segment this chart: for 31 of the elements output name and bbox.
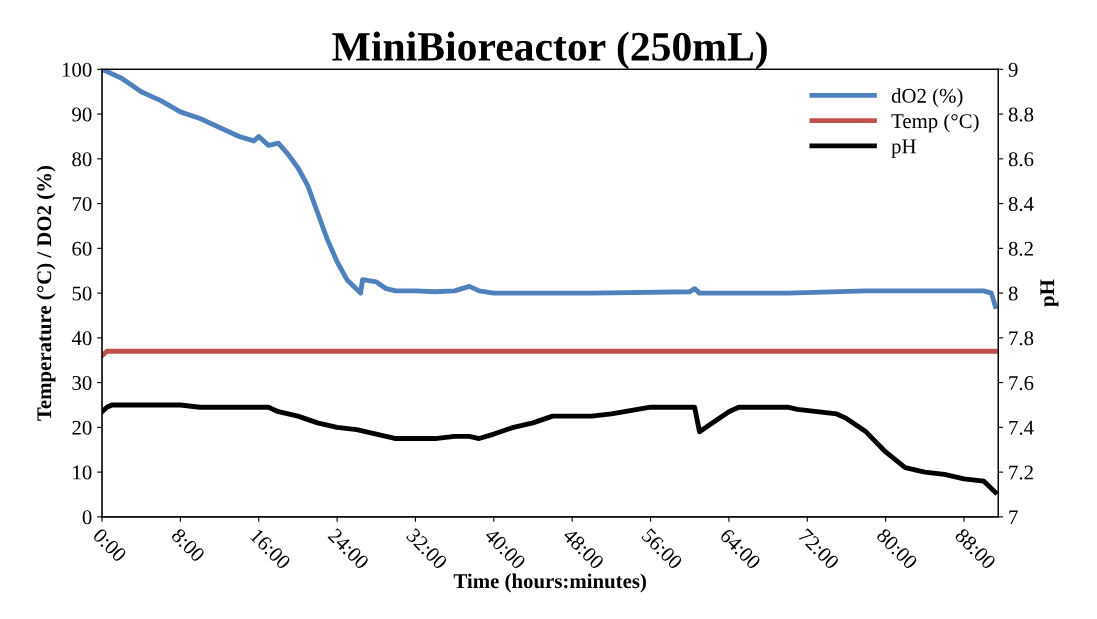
- y-tick-label: 30: [72, 375, 92, 391]
- y-tick-label: 40: [71, 331, 92, 346]
- y2-tick-label: 8.2: [1008, 241, 1033, 256]
- y2-tick-label: 7: [1009, 510, 1018, 525]
- y-tick-label: 100: [62, 62, 92, 77]
- legend-label: pH: [891, 139, 916, 158]
- x-axis-title: Time (hours:minutes): [453, 573, 646, 593]
- y2-tick-label: 7.8: [1009, 331, 1034, 346]
- y2-tick-label: 7.4: [1009, 420, 1034, 435]
- legend-label: dO2 (%): [891, 88, 963, 108]
- y2-tick-label: 7.6: [1009, 376, 1034, 391]
- x-tick-label: 0:00: [92, 527, 128, 563]
- y-tick-label: 90: [72, 107, 92, 122]
- y-axis-title: Temperature (°C) / DO2 (%): [36, 166, 56, 421]
- y2-tick-label: 8.6: [1008, 152, 1034, 167]
- y-tick-label: 50: [72, 286, 92, 301]
- y2-tick-label: 8.4: [1008, 196, 1034, 212]
- x-tick-label: 8:00: [170, 527, 206, 563]
- y-tick-label: 60: [72, 241, 92, 256]
- y-tick-label: 10: [73, 465, 92, 480]
- y2-tick-label: 8: [1008, 286, 1018, 301]
- chart-title: MiniBioreactor (250mL): [332, 31, 767, 70]
- legend-label: Temp (°C): [891, 113, 979, 133]
- y2-axis-title: pH: [1040, 279, 1059, 307]
- y2-tick-label: 9: [1008, 62, 1018, 77]
- y-tick-label: 70: [72, 196, 92, 212]
- y2-tick-label: 7.2: [1009, 465, 1033, 480]
- y2-tick-label: 8.8: [1008, 107, 1034, 122]
- y-tick-label: 20: [72, 420, 92, 435]
- y-tick-label: 0: [82, 510, 92, 525]
- y-tick-label: 80: [72, 152, 92, 167]
